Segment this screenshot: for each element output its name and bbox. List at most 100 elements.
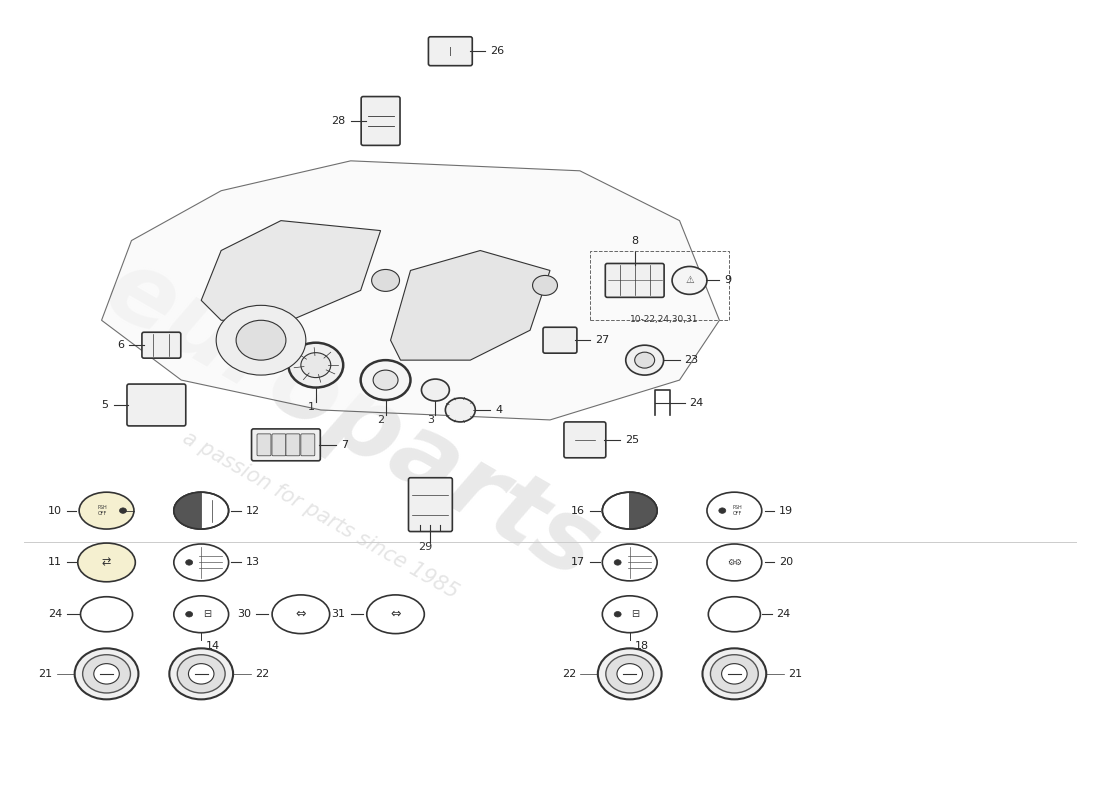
Ellipse shape: [707, 492, 762, 529]
Ellipse shape: [635, 352, 654, 368]
Text: 6: 6: [118, 340, 124, 350]
Ellipse shape: [446, 398, 475, 422]
Text: 27: 27: [595, 335, 609, 346]
Text: ⇔: ⇔: [390, 608, 400, 621]
Text: 16: 16: [571, 506, 585, 516]
Ellipse shape: [217, 306, 306, 375]
Ellipse shape: [186, 560, 192, 565]
Ellipse shape: [236, 320, 286, 360]
Text: 13: 13: [245, 558, 260, 567]
Text: 9: 9: [725, 275, 732, 286]
FancyBboxPatch shape: [361, 97, 400, 146]
Text: 23: 23: [684, 355, 699, 365]
Ellipse shape: [603, 544, 657, 581]
Ellipse shape: [711, 654, 758, 693]
Text: 29: 29: [418, 542, 432, 551]
Text: ⚠: ⚠: [685, 275, 694, 286]
Ellipse shape: [174, 596, 229, 633]
Ellipse shape: [78, 543, 135, 582]
FancyBboxPatch shape: [301, 434, 315, 456]
Ellipse shape: [166, 401, 176, 409]
Ellipse shape: [169, 648, 233, 699]
Ellipse shape: [366, 595, 425, 634]
Ellipse shape: [373, 370, 398, 390]
Ellipse shape: [597, 648, 661, 699]
Ellipse shape: [136, 401, 146, 409]
Ellipse shape: [301, 353, 331, 378]
Text: 2: 2: [377, 415, 384, 425]
Text: 14: 14: [206, 641, 220, 651]
Polygon shape: [390, 250, 550, 360]
Ellipse shape: [617, 664, 642, 684]
Ellipse shape: [288, 342, 343, 387]
FancyBboxPatch shape: [605, 263, 664, 298]
Text: 26: 26: [491, 46, 504, 56]
Ellipse shape: [532, 275, 558, 295]
Ellipse shape: [174, 492, 229, 529]
Polygon shape: [174, 492, 201, 529]
Polygon shape: [629, 492, 657, 529]
Text: 10: 10: [48, 506, 62, 516]
Ellipse shape: [614, 611, 622, 617]
Ellipse shape: [79, 492, 134, 529]
Ellipse shape: [603, 492, 657, 529]
Text: 20: 20: [779, 558, 793, 567]
Text: 28: 28: [331, 116, 345, 126]
Text: ⇄: ⇄: [102, 558, 111, 567]
Ellipse shape: [188, 664, 214, 684]
Ellipse shape: [94, 664, 119, 684]
FancyBboxPatch shape: [428, 37, 472, 66]
Text: 7: 7: [341, 440, 348, 450]
Text: a passion for parts since 1985: a passion for parts since 1985: [179, 427, 462, 602]
Ellipse shape: [80, 597, 133, 632]
FancyBboxPatch shape: [543, 327, 576, 353]
Text: 1: 1: [307, 402, 315, 412]
Ellipse shape: [703, 648, 767, 699]
Text: 19: 19: [779, 506, 793, 516]
Ellipse shape: [707, 544, 762, 581]
Ellipse shape: [82, 654, 131, 693]
Text: 8: 8: [631, 235, 638, 246]
Ellipse shape: [174, 544, 229, 581]
Text: 10-22,24,30,31: 10-22,24,30,31: [629, 315, 698, 324]
Polygon shape: [101, 161, 719, 420]
Ellipse shape: [421, 379, 450, 401]
Ellipse shape: [152, 401, 162, 409]
Text: ⇔: ⇔: [296, 608, 306, 621]
Text: 25: 25: [625, 435, 639, 445]
Text: 5: 5: [101, 400, 109, 410]
Text: ⊟: ⊟: [202, 610, 211, 619]
Ellipse shape: [177, 654, 225, 693]
Text: ⚙⚙: ⚙⚙: [727, 558, 741, 567]
Text: 22: 22: [562, 669, 576, 679]
Text: 22: 22: [255, 669, 270, 679]
FancyBboxPatch shape: [272, 434, 286, 456]
Text: 24: 24: [690, 398, 704, 408]
Ellipse shape: [603, 596, 657, 633]
Ellipse shape: [361, 360, 410, 400]
Text: 31: 31: [331, 610, 345, 619]
Text: |: |: [449, 46, 452, 56]
FancyBboxPatch shape: [286, 434, 300, 456]
Text: 17: 17: [571, 558, 585, 567]
Bar: [590, 250, 729, 320]
FancyBboxPatch shape: [564, 422, 606, 458]
Ellipse shape: [722, 664, 747, 684]
Text: 24: 24: [48, 610, 62, 619]
Text: 3: 3: [427, 415, 433, 425]
Ellipse shape: [614, 560, 622, 565]
Ellipse shape: [75, 648, 139, 699]
Polygon shape: [201, 221, 381, 320]
Text: 24: 24: [777, 610, 791, 619]
Ellipse shape: [626, 345, 663, 375]
FancyBboxPatch shape: [142, 332, 180, 358]
Text: 21: 21: [39, 669, 53, 679]
Text: 12: 12: [245, 506, 260, 516]
FancyBboxPatch shape: [126, 384, 186, 426]
Text: 18: 18: [635, 641, 649, 651]
Ellipse shape: [120, 508, 127, 514]
Text: PSH
OFF: PSH OFF: [98, 506, 108, 516]
Ellipse shape: [186, 611, 192, 617]
Ellipse shape: [708, 597, 760, 632]
Text: 21: 21: [789, 669, 802, 679]
